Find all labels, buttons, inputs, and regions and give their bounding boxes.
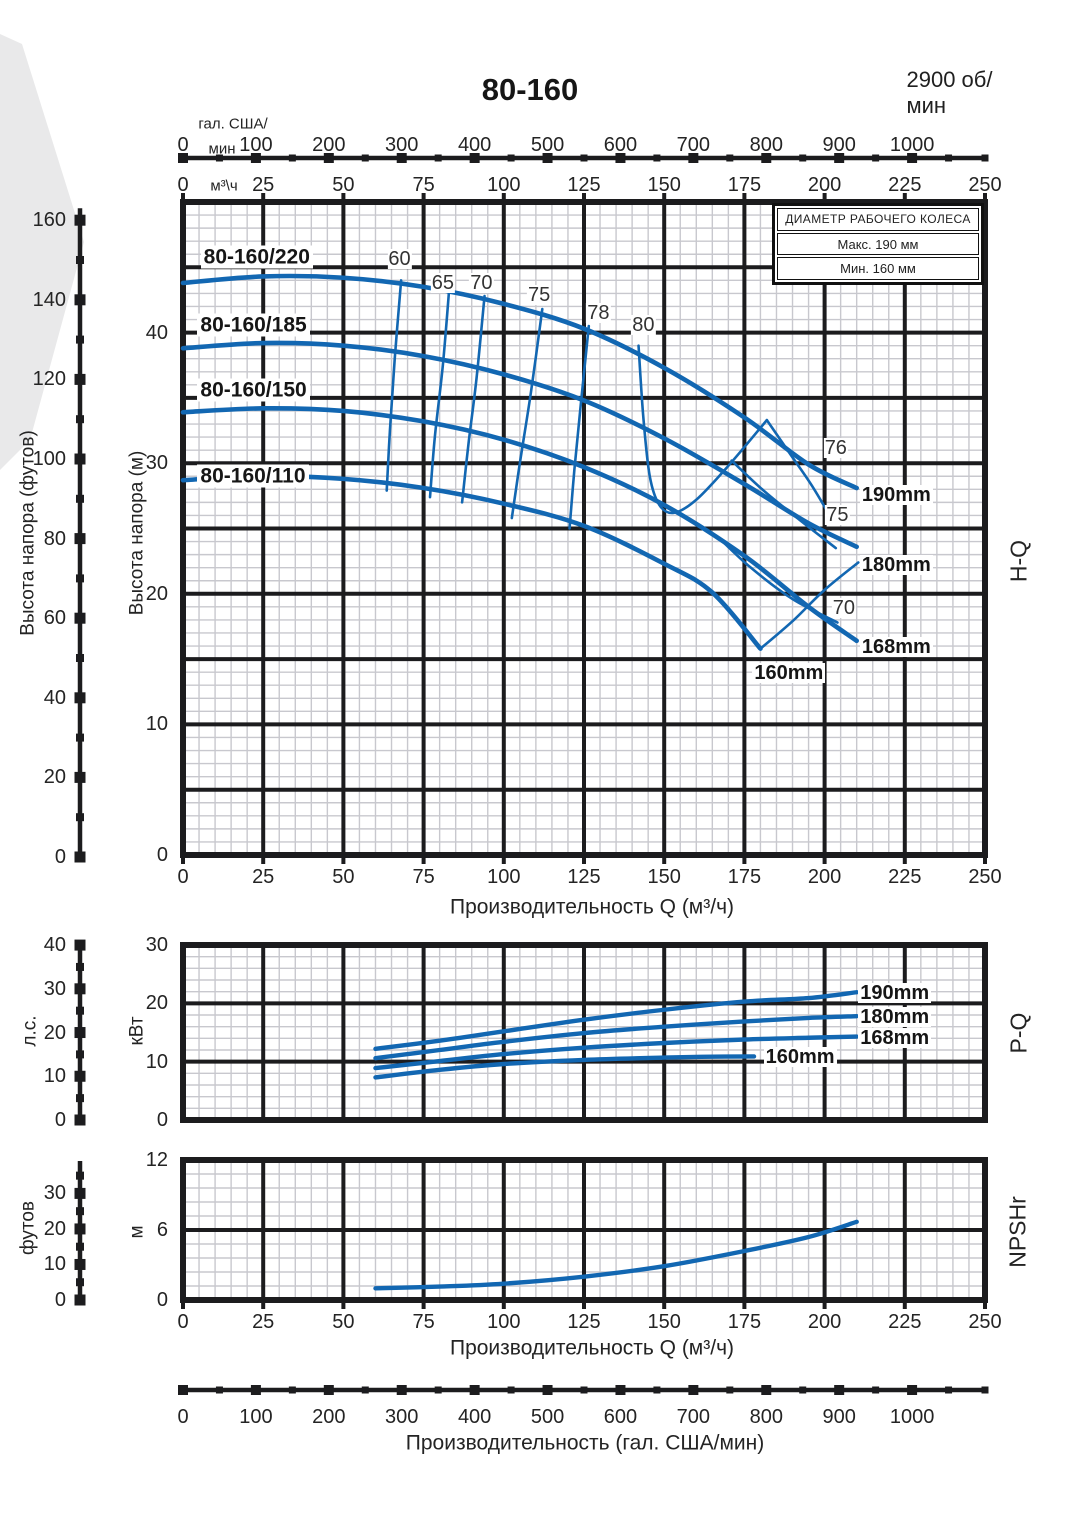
pq-curve-180mm xyxy=(373,1013,859,1061)
m3h-unit: м³\ч xyxy=(210,177,238,195)
gpm-unit-line1: гал. США/ xyxy=(198,115,268,133)
hq-efficiency-line-75 xyxy=(510,307,544,520)
gpm-axis-top xyxy=(178,153,989,163)
hq-efficiency-line-60 xyxy=(385,279,403,492)
hq-efficiency-line-70 xyxy=(460,294,486,504)
npsh-grid xyxy=(180,1157,988,1303)
gpm-unit-line2: мин xyxy=(208,140,236,158)
hq-efficiency-line-78 xyxy=(568,324,591,530)
hq-curve-190mm xyxy=(180,273,859,491)
head-m-axis-name: Высота напора (м) xyxy=(126,450,148,616)
pq-curve xyxy=(373,990,859,1080)
hp-axis xyxy=(74,939,86,1126)
legend-title: ДИАМЕТР РАБОЧЕГО КОЛЕСА xyxy=(777,208,979,231)
section-label-npsh: NPSHr xyxy=(1004,1196,1031,1268)
m-unit: м xyxy=(126,1225,148,1239)
hp-unit: л.с. xyxy=(19,1015,41,1047)
legend-max-diameter: Макс. 190 мм xyxy=(777,232,979,256)
hq-grid xyxy=(180,199,988,858)
rpm-label: 2900 об/мин xyxy=(906,67,993,118)
pq-curve-190mm xyxy=(373,990,859,1052)
section-label-pq: P-Q xyxy=(1005,1012,1032,1054)
section-label-hq: H-Q xyxy=(1005,539,1032,583)
hq-x-axis-title: Производительность Q (м³/ч) xyxy=(449,895,735,919)
hq-efficiency-line-65 xyxy=(428,286,451,499)
npsh-curve-NPSHr xyxy=(373,1219,859,1291)
tick-stubs xyxy=(181,193,987,864)
head-ft-axis-name: Высота напора (футов) xyxy=(17,430,39,636)
pq-curve-168mm xyxy=(373,1034,859,1071)
head-ft-axis xyxy=(74,208,86,863)
tick-stubs xyxy=(181,1300,987,1309)
pq-grid xyxy=(180,942,988,1123)
kw-unit: кВт xyxy=(126,1016,148,1046)
ft-unit: футов xyxy=(17,1200,39,1256)
npsh-curve xyxy=(373,1219,859,1291)
page-title: 80-160 xyxy=(481,72,579,107)
hq-curve-168mm xyxy=(180,406,859,644)
impeller-legend: ДИАМЕТР РАБОЧЕГО КОЛЕСА Макс. 190 мм Мин… xyxy=(772,203,984,285)
gpm-axis-title: Производительность (гал. США/мин) xyxy=(405,1431,765,1455)
hq-curve xyxy=(180,273,859,651)
npsh-x-axis-title: Производительность Q (м³/ч) xyxy=(449,1336,735,1360)
gpm-axis-bottom xyxy=(178,1385,989,1395)
hq-curve-180mm xyxy=(180,340,859,550)
hq-efficiency-line-76 xyxy=(765,418,836,525)
npsh-ft-axis xyxy=(74,1160,86,1306)
legend-min-diameter: Мин. 160 мм xyxy=(777,257,979,281)
pq-curve-160mm xyxy=(373,1054,757,1080)
